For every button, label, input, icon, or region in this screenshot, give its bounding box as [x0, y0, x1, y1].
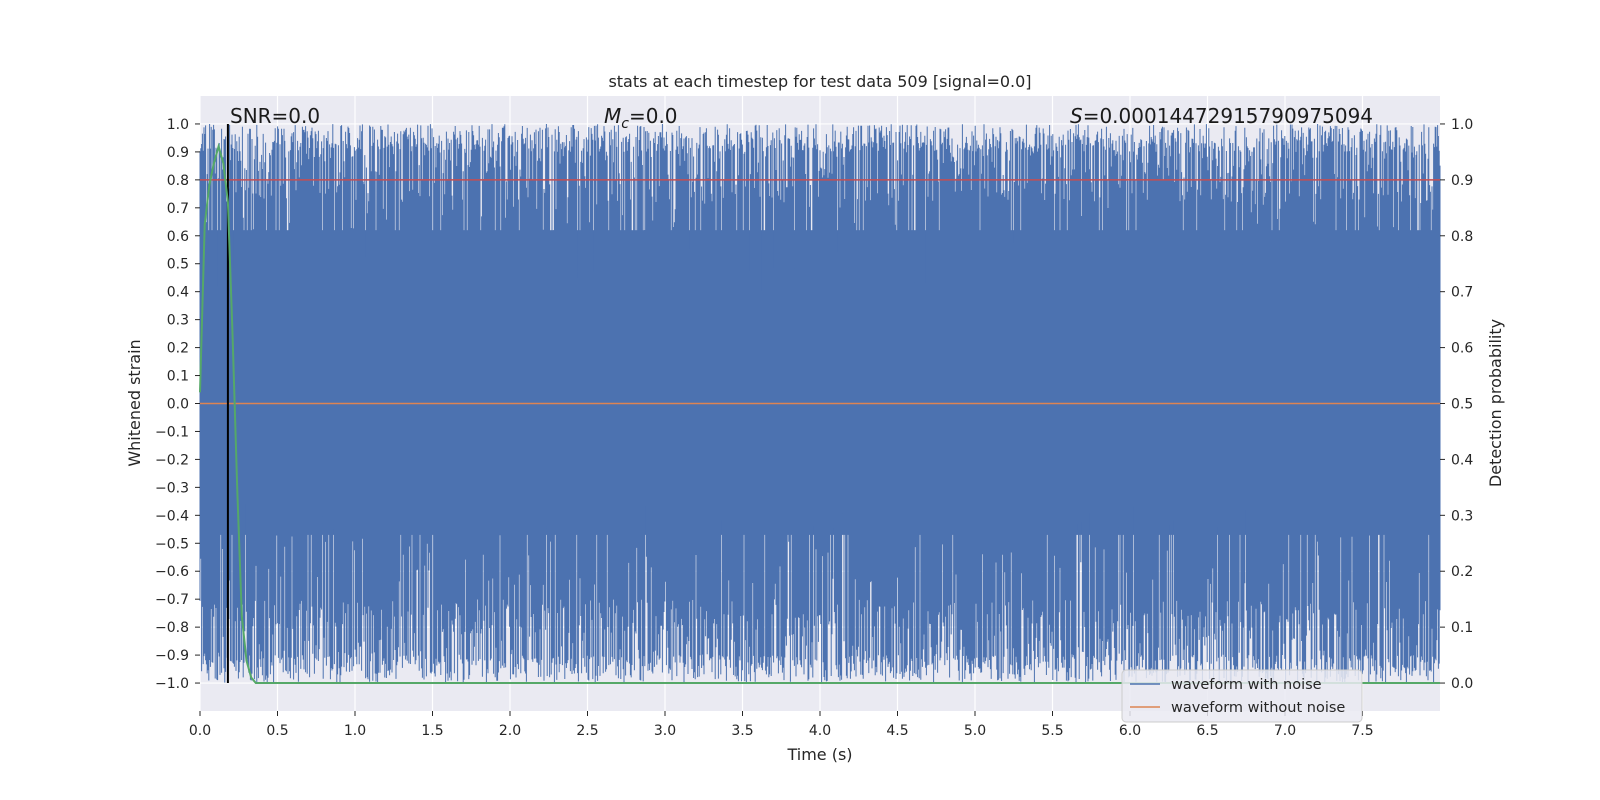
- y2-tick-label: 0.7: [1451, 285, 1473, 301]
- x-tick-label: 3.0: [654, 723, 676, 739]
- series-detection-probability: [199, 142, 1440, 684]
- s-annotation: S=0.00014472915790975094: [1070, 104, 1373, 128]
- x-tick-label: 7.5: [1351, 723, 1373, 739]
- x-tick-label: 3.5: [731, 723, 753, 739]
- y-tick-label: 0.9: [167, 145, 189, 161]
- y-tick-label: 0.5: [167, 257, 189, 273]
- y-tick-label: 0.8: [167, 173, 189, 189]
- legend: waveform with noise waveform without noi…: [1121, 669, 1363, 723]
- y-tick-label: 0.4: [167, 285, 189, 301]
- x-tick-label: 6.5: [1196, 723, 1218, 739]
- y-axis-ticks: 1.0 0.9 0.8 0.7 0.6 0.5 0.4 0.3 0.2 0.1 0.0 −0.1 −0.…: [155, 117, 200, 692]
- x-tick-label: 2.5: [576, 723, 598, 739]
- y2-tick-label: 0.3: [1451, 508, 1473, 524]
- y-tick-label: −0.1: [155, 424, 189, 440]
- y-tick-label: 0.6: [167, 229, 189, 245]
- y2-tick-label: 1.0: [1451, 117, 1473, 133]
- y-tick-label: −0.4: [155, 508, 189, 524]
- x-axis-label: Time (s): [786, 745, 852, 764]
- y-tick-label: −1.0: [155, 676, 189, 692]
- y-tick-label: −0.6: [155, 564, 189, 580]
- legend-label-clean: waveform without noise: [1171, 700, 1345, 716]
- y-tick-label: −0.7: [155, 592, 189, 608]
- y2-tick-label: 0.8: [1451, 229, 1473, 245]
- series-waveform-with-noise: [199, 124, 1441, 683]
- y-tick-label: 1.0: [167, 117, 189, 133]
- y2-axis-label: Detection probability: [1486, 319, 1505, 487]
- x-tick-label: 4.0: [809, 723, 831, 739]
- x-tick-label: 6.0: [1119, 723, 1141, 739]
- chart-title: stats at each timestep for test data 509…: [608, 72, 1031, 91]
- x-tick-label: 5.0: [964, 723, 986, 739]
- mc-annotation: Mc=0.0: [604, 104, 678, 132]
- snr-annotation: SNR=0.0: [230, 104, 320, 128]
- y-tick-label: −0.2: [155, 452, 189, 468]
- y-tick-label: −0.3: [155, 480, 189, 496]
- x-tick-label: 0.5: [266, 723, 288, 739]
- y-tick-label: 0.7: [167, 201, 189, 217]
- y2-axis-ticks: 1.0 0.9 0.8 0.7 0.6 0.5 0.4 0.3 0.2 0.1 0.0: [1440, 117, 1473, 692]
- y2-tick-label: 0.9: [1451, 173, 1473, 189]
- y2-tick-label: 0.6: [1451, 341, 1473, 357]
- x-tick-label: 4.5: [886, 723, 908, 739]
- y2-tick-label: 0.2: [1451, 564, 1473, 580]
- y-tick-label: 0.3: [167, 313, 189, 329]
- x-tick-label: 5.5: [1041, 723, 1063, 739]
- y2-tick-label: 0.4: [1451, 452, 1473, 468]
- x-tick-label: 1.0: [344, 723, 366, 739]
- y-tick-label: −0.8: [155, 620, 189, 636]
- y-tick-label: 0.0: [167, 397, 189, 413]
- y2-tick-label: 0.1: [1451, 620, 1473, 636]
- legend-label-noise: waveform with noise: [1171, 677, 1322, 693]
- y2-tick-label: 0.0: [1451, 676, 1473, 692]
- y-tick-label: 0.1: [167, 369, 189, 385]
- y-tick-label: −0.5: [155, 536, 189, 552]
- y2-tick-label: 0.5: [1451, 397, 1473, 413]
- x-tick-label: 0.0: [189, 723, 211, 739]
- y-tick-label: 0.2: [167, 341, 189, 357]
- legend-box: [1121, 669, 1363, 723]
- x-tick-label: 7.0: [1274, 723, 1296, 739]
- x-tick-label: 1.5: [421, 723, 443, 739]
- x-axis-ticks: 0.0 0.5 1.0 1.5 2.0 2.5 3.0 3.5 4.0 4.5 5.0 5.5 6.0 6…: [189, 711, 1374, 739]
- y-tick-label: −0.9: [155, 648, 189, 664]
- y-axis-label: Whitened strain: [125, 339, 144, 466]
- x-tick-label: 2.0: [499, 723, 521, 739]
